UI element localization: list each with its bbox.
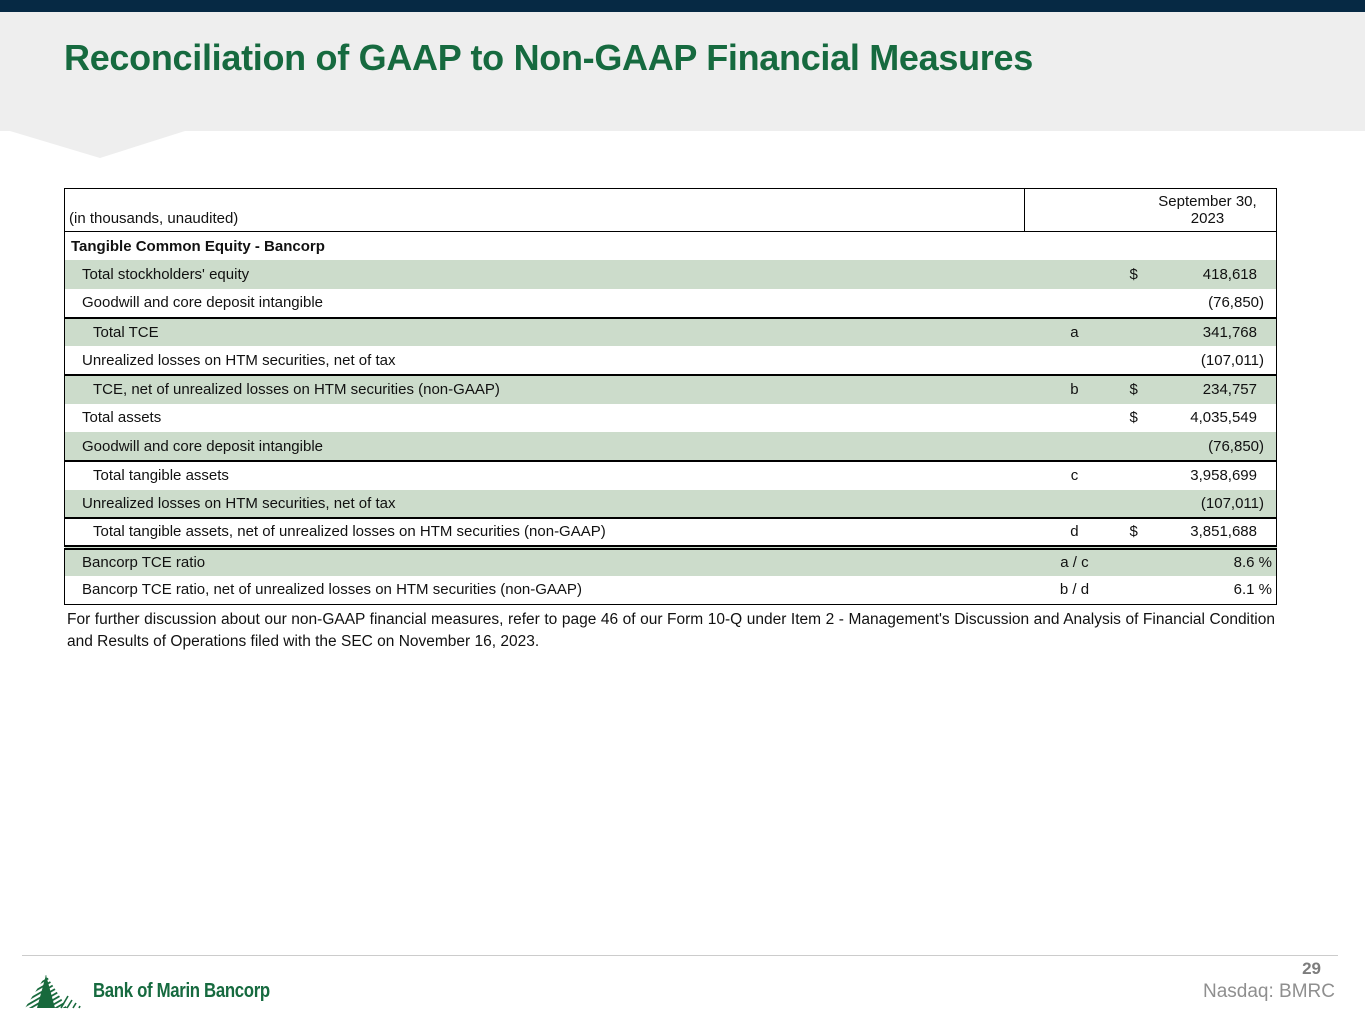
row-value: 8.6 % bbox=[1148, 544, 1277, 576]
row-ref bbox=[1024, 489, 1125, 519]
row-label: Total stockholders' equity bbox=[64, 260, 1025, 289]
row-value: 234,757 bbox=[1148, 373, 1277, 404]
unit-note: (in thousands, unaudited) bbox=[64, 188, 1025, 232]
row-label: Total TCE bbox=[64, 316, 1025, 347]
row-label: Total assets bbox=[82, 409, 162, 427]
row-ref: b bbox=[1024, 373, 1125, 404]
footer-divider bbox=[22, 955, 1338, 956]
row-value: (107,011) bbox=[1200, 351, 1264, 369]
row-value: 3,958,699 bbox=[1148, 460, 1277, 490]
row-dollar bbox=[1124, 232, 1148, 261]
table-row-subtotal: Total TCE a 341,768 bbox=[64, 316, 1277, 347]
row-ref bbox=[1024, 232, 1124, 261]
reconciliation-table: (in thousands, unaudited) September 30, … bbox=[64, 188, 1277, 605]
row-label: TCE, net of unrealized losses on HTM sec… bbox=[64, 373, 1025, 404]
row-ref: d bbox=[1024, 517, 1125, 548]
row-dollar bbox=[1124, 489, 1149, 519]
row-label: Total tangible assets bbox=[64, 460, 1025, 490]
row-value bbox=[1148, 232, 1276, 261]
row-label: Goodwill and core deposit intangible bbox=[64, 432, 1025, 461]
row-label: Tangible Common Equity - Bancorp bbox=[71, 237, 325, 255]
table-row-subtotal: Total tangible assets c 3,958,699 bbox=[64, 460, 1277, 490]
row-ref: a bbox=[1024, 316, 1125, 347]
row-label: Unrealized losses on HTM securities, net… bbox=[82, 351, 396, 369]
table-row-ratio: Bancorp TCE ratio, net of unrealized los… bbox=[65, 576, 1277, 605]
page-title: Reconciliation of GAAP to Non-GAAP Finan… bbox=[64, 37, 1033, 78]
logo-wordmark: Bank of Marin Bancorp bbox=[93, 979, 270, 1002]
page-number: 29 bbox=[1302, 959, 1321, 978]
band-chevron-decoration bbox=[10, 131, 185, 158]
row-value: (76,850) bbox=[1208, 294, 1264, 312]
table-row: Goodwill and core deposit intangible (76… bbox=[64, 432, 1277, 461]
row-ref: a / c bbox=[1024, 544, 1125, 576]
ticker-label: Nasdaq: BMRC bbox=[1203, 981, 1335, 1002]
row-value: 3,851,688 bbox=[1148, 517, 1277, 548]
row-dollar bbox=[1124, 346, 1148, 375]
bank-of-marin-logo-icon bbox=[25, 975, 81, 1009]
title-band bbox=[0, 12, 1365, 131]
row-dollar bbox=[1124, 289, 1148, 318]
row-value: (107,011) bbox=[1148, 489, 1277, 519]
row-dollar: $ bbox=[1124, 517, 1149, 548]
row-dollar bbox=[1124, 432, 1149, 461]
row-ref: b / d bbox=[1059, 581, 1090, 599]
table-row: Unrealized losses on HTM securities, net… bbox=[65, 346, 1277, 375]
row-label: Bancorp TCE ratio, net of unrealized los… bbox=[82, 581, 582, 599]
table-row-section: Tangible Common Equity - Bancorp bbox=[65, 232, 1277, 261]
company-logo: Bank of Marin Bancorp bbox=[24, 972, 304, 1010]
row-dollar bbox=[1124, 576, 1148, 605]
table-row: Total stockholders' equity $ 418,618 bbox=[64, 260, 1277, 289]
row-value: (76,850) bbox=[1148, 432, 1277, 461]
row-label: Unrealized losses on HTM securities, net… bbox=[64, 489, 1025, 519]
row-dollar: $ bbox=[1129, 409, 1138, 427]
table-row: Unrealized losses on HTM securities, net… bbox=[64, 489, 1277, 519]
table-row: Goodwill and core deposit intangible (76… bbox=[65, 289, 1277, 318]
row-dollar: $ bbox=[1124, 260, 1149, 289]
row-label: Goodwill and core deposit intangible bbox=[82, 294, 323, 312]
row-label: Bancorp TCE ratio bbox=[64, 544, 1025, 576]
row-ref bbox=[1024, 432, 1125, 461]
row-ref bbox=[1024, 346, 1124, 375]
row-dollar bbox=[1124, 544, 1149, 576]
row-dollar: $ bbox=[1124, 373, 1149, 404]
row-ref bbox=[1024, 260, 1125, 289]
date-column-header: September 30, 2023 bbox=[1024, 188, 1277, 232]
row-value: 418,618 bbox=[1148, 260, 1277, 289]
table-row-subtotal: Total tangible assets, net of unrealized… bbox=[64, 517, 1277, 548]
row-value: 6.1 % bbox=[1233, 581, 1272, 599]
row-dollar bbox=[1124, 460, 1149, 490]
row-ref bbox=[1024, 404, 1124, 433]
table-row-subtotal: TCE, net of unrealized losses on HTM sec… bbox=[64, 373, 1277, 404]
row-ref: c bbox=[1024, 460, 1125, 490]
table-row: Total assets $ 4,035,549 bbox=[65, 404, 1277, 433]
row-value: 341,768 bbox=[1148, 316, 1277, 347]
row-label: Total tangible assets, net of unrealized… bbox=[64, 517, 1025, 548]
footer-right: 29 Nasdaq: BMRC bbox=[1203, 959, 1335, 1004]
footnote: For further discussion about our non-GAA… bbox=[67, 611, 1275, 650]
table-header-row: (in thousands, unaudited) September 30, … bbox=[64, 188, 1277, 232]
row-ref bbox=[1024, 289, 1124, 318]
row-dollar bbox=[1124, 316, 1149, 347]
top-navy-bar bbox=[0, 0, 1365, 12]
table-row-ratio: Bancorp TCE ratio a / c 8.6 % bbox=[64, 544, 1277, 576]
row-value: 4,035,549 bbox=[1190, 409, 1257, 427]
